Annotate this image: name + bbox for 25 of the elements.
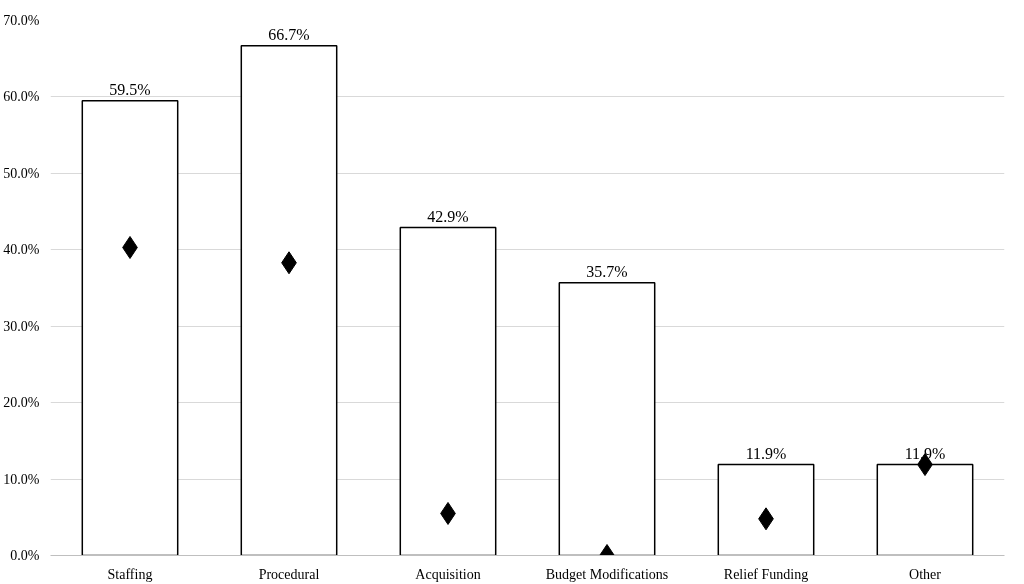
data-label: 66.7% xyxy=(268,25,310,43)
bar xyxy=(240,44,338,556)
x-tick-label: Acquisition xyxy=(415,566,481,582)
x-tick-label: Relief Funding xyxy=(723,566,809,582)
bar xyxy=(717,463,815,556)
x-tick-label: Other xyxy=(909,566,942,582)
y-tick-label: 50.0% xyxy=(3,165,40,181)
x-tick-label: Staffing xyxy=(107,566,153,582)
data-label: 59.5% xyxy=(109,80,151,98)
data-label: 11.9% xyxy=(745,444,787,462)
x-tick-label: Budget Modifications xyxy=(545,566,669,582)
bar xyxy=(399,226,497,556)
y-tick-label: 70.0% xyxy=(3,13,40,28)
y-tick-label: 0.0% xyxy=(10,548,40,563)
y-tick-label: 30.0% xyxy=(3,318,40,334)
bar xyxy=(81,100,179,556)
data-label: 35.7% xyxy=(586,262,628,280)
bar xyxy=(558,281,656,556)
y-tick-label: 20.0% xyxy=(3,395,40,411)
data-label: 42.9% xyxy=(427,207,469,225)
y-tick-label: 10.0% xyxy=(3,471,40,487)
data-label: 11.9% xyxy=(904,444,946,462)
y-tick-label: 60.0% xyxy=(3,89,40,105)
x-tick-label: Procedural xyxy=(258,566,320,582)
y-tick-label: 40.0% xyxy=(3,242,40,258)
